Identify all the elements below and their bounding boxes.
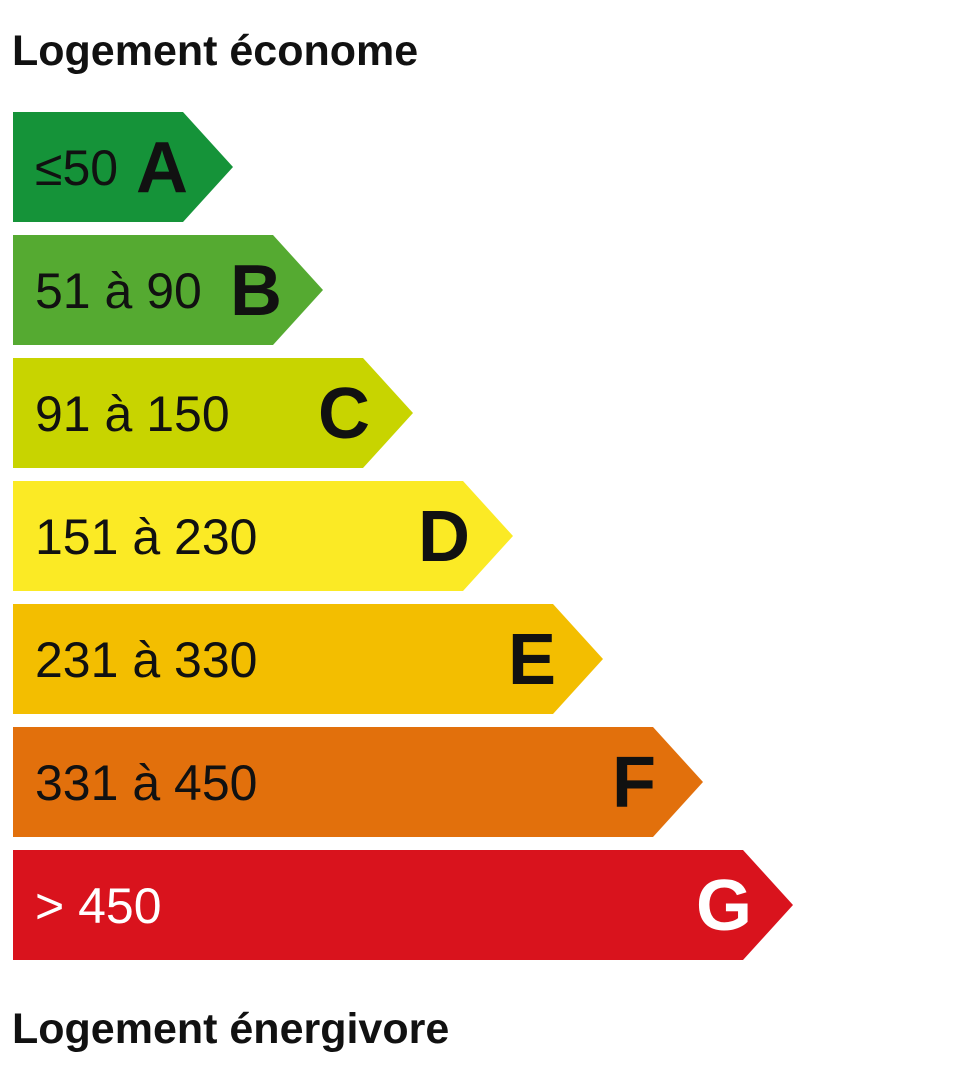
energy-class-a-range: ≤50: [35, 140, 118, 196]
energy-class-f-range: 331 à 450: [35, 755, 257, 811]
energy-class-g-letter: G: [696, 866, 752, 946]
energy-class-b-range: 51 à 90: [35, 263, 202, 319]
energy-class-d-letter: D: [418, 497, 470, 577]
energy-class-f: 331 à 450 F: [13, 727, 703, 837]
energy-class-e-arrow: [13, 604, 603, 714]
energy-class-d-arrow: [13, 481, 513, 591]
energy-class-g: > 450 G: [13, 850, 793, 960]
energy-class-a-arrow: [13, 112, 233, 222]
energy-class-a: ≤50 A: [13, 112, 233, 222]
energy-class-f-arrow: [13, 727, 703, 837]
energy-class-f-letter: F: [612, 743, 656, 823]
top-heading: Logement économe: [12, 27, 419, 75]
energy-class-e-range: 231 à 330: [35, 632, 257, 688]
energy-class-g-arrow: [13, 850, 793, 960]
energy-class-b-arrow: [13, 235, 323, 345]
bottom-heading: Logement énergivore: [12, 1005, 450, 1053]
energy-class-g-range: > 450: [35, 878, 162, 934]
energy-class-c-range: 91 à 150: [35, 386, 230, 442]
energy-class-d: 151 à 230 D: [13, 481, 513, 591]
energy-class-e: 231 à 330 E: [13, 604, 603, 714]
energy-class-d-range: 151 à 230: [35, 509, 257, 565]
energy-class-a-letter: A: [136, 128, 188, 208]
energy-class-b: 51 à 90 B: [13, 235, 323, 345]
energy-class-b-letter: B: [230, 251, 282, 331]
energy-class-e-letter: E: [508, 620, 556, 700]
energy-class-c: 91 à 150 C: [13, 358, 413, 468]
energy-class-c-letter: C: [318, 374, 370, 454]
energy-class-c-arrow: [13, 358, 413, 468]
